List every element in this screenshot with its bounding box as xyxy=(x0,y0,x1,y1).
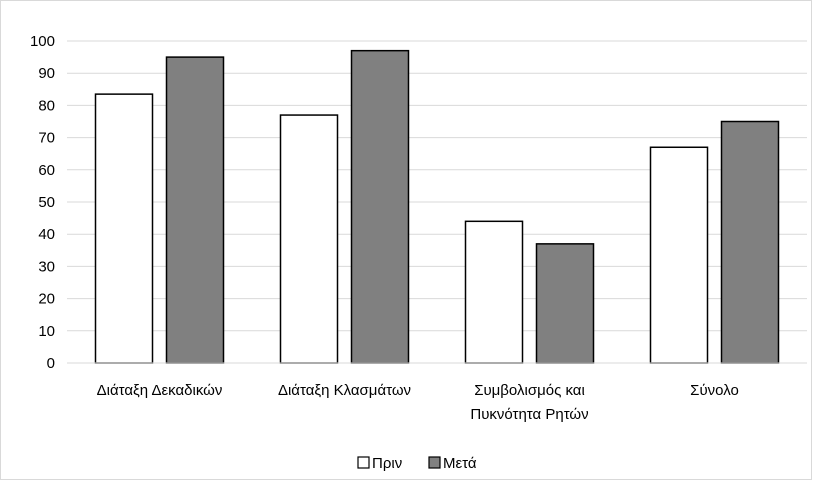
bar-before xyxy=(279,114,339,364)
y-tick-label: 80 xyxy=(38,97,55,114)
y-tick-label: 10 xyxy=(38,323,55,340)
bar-after xyxy=(350,49,410,364)
legend-label: Πριν xyxy=(372,455,402,472)
category-label: Σύνολο xyxy=(690,382,739,399)
y-tick-label: 50 xyxy=(38,194,55,211)
bar-before xyxy=(464,220,524,364)
y-tick-label: 0 xyxy=(47,355,55,372)
y-tick-label: 30 xyxy=(38,258,55,275)
legend-swatch xyxy=(428,456,441,469)
bar-after xyxy=(720,120,780,364)
y-tick-label: 20 xyxy=(38,291,55,308)
legend-label: Μετά xyxy=(443,455,477,472)
bar-before xyxy=(94,93,154,364)
y-tick-label: 60 xyxy=(38,162,55,179)
bar-after xyxy=(165,56,225,364)
bar-after xyxy=(535,243,595,364)
y-tick-label: 70 xyxy=(38,130,55,147)
y-axis-ticks: 0 10 20 30 40 50 60 70 80 90 100 xyxy=(30,33,55,372)
y-tick-label: 100 xyxy=(30,33,55,50)
category-label: Συμβολισμός και xyxy=(474,382,585,399)
legend-swatch xyxy=(357,456,370,469)
y-tick-label: 40 xyxy=(38,226,55,243)
category-label: Διάταξη Κλασμάτων xyxy=(278,382,411,399)
bars xyxy=(94,49,780,364)
legend: Πριν Μετά xyxy=(357,455,477,472)
category-label: Πυκνότητα Ρητών xyxy=(470,406,588,423)
bar-before xyxy=(649,146,709,364)
category-labels: Διάταξη Δεκαδικών Διάταξη Κλασμάτων Συμβολ… xyxy=(97,382,739,423)
category-label: Διάταξη Δεκαδικών xyxy=(97,382,223,399)
y-tick-label: 90 xyxy=(38,65,55,82)
